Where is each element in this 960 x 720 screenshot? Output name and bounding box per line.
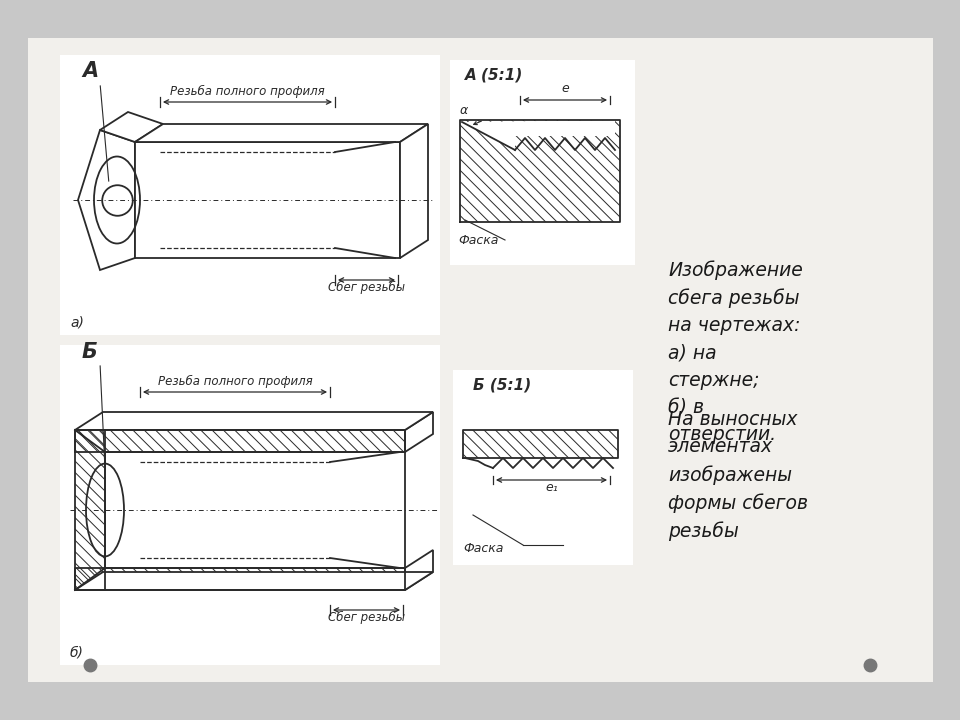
Polygon shape [453,370,633,565]
Text: а): а) [70,316,84,330]
Polygon shape [75,412,433,430]
Polygon shape [135,124,428,142]
Polygon shape [75,430,105,590]
Polygon shape [75,430,405,452]
Text: А (5:1): А (5:1) [465,68,523,83]
Polygon shape [450,60,635,265]
Polygon shape [60,345,440,665]
Polygon shape [78,130,135,270]
Polygon shape [460,120,620,222]
Polygon shape [405,550,433,590]
FancyBboxPatch shape [28,38,933,682]
Text: б): б) [70,646,84,660]
Polygon shape [465,469,613,505]
Text: Б: Б [82,342,98,362]
Text: Изображение
сбега резьбы
на чертежах:
а) на
стержне;
б) в
отверстии.: Изображение сбега резьбы на чертежах: а)… [668,260,803,444]
Text: e₁: e₁ [545,481,558,494]
Polygon shape [462,120,615,150]
Text: Сбег резьбы: Сбег резьбы [328,281,405,294]
Polygon shape [463,430,618,458]
Text: e: e [562,82,569,95]
Text: А: А [82,61,98,81]
Polygon shape [135,142,400,258]
Text: Сбег резьбы: Сбег резьбы [328,611,405,624]
Text: Резьба полного профиля: Резьба полного профиля [157,375,312,388]
Text: На выносных
элементах
изображены
формы сбегов
резьбы: На выносных элементах изображены формы с… [668,410,808,541]
Polygon shape [60,55,440,335]
Polygon shape [75,572,433,590]
Polygon shape [75,568,405,590]
Polygon shape [400,124,428,258]
Text: Б (5:1): Б (5:1) [473,378,531,393]
Polygon shape [405,412,433,452]
Polygon shape [105,452,405,568]
Text: Фаска: Фаска [458,234,498,247]
Text: Резьба полного профиля: Резьба полного профиля [170,85,324,98]
Text: α: α [460,104,468,117]
Text: Фаска: Фаска [463,542,503,555]
Polygon shape [100,112,163,142]
